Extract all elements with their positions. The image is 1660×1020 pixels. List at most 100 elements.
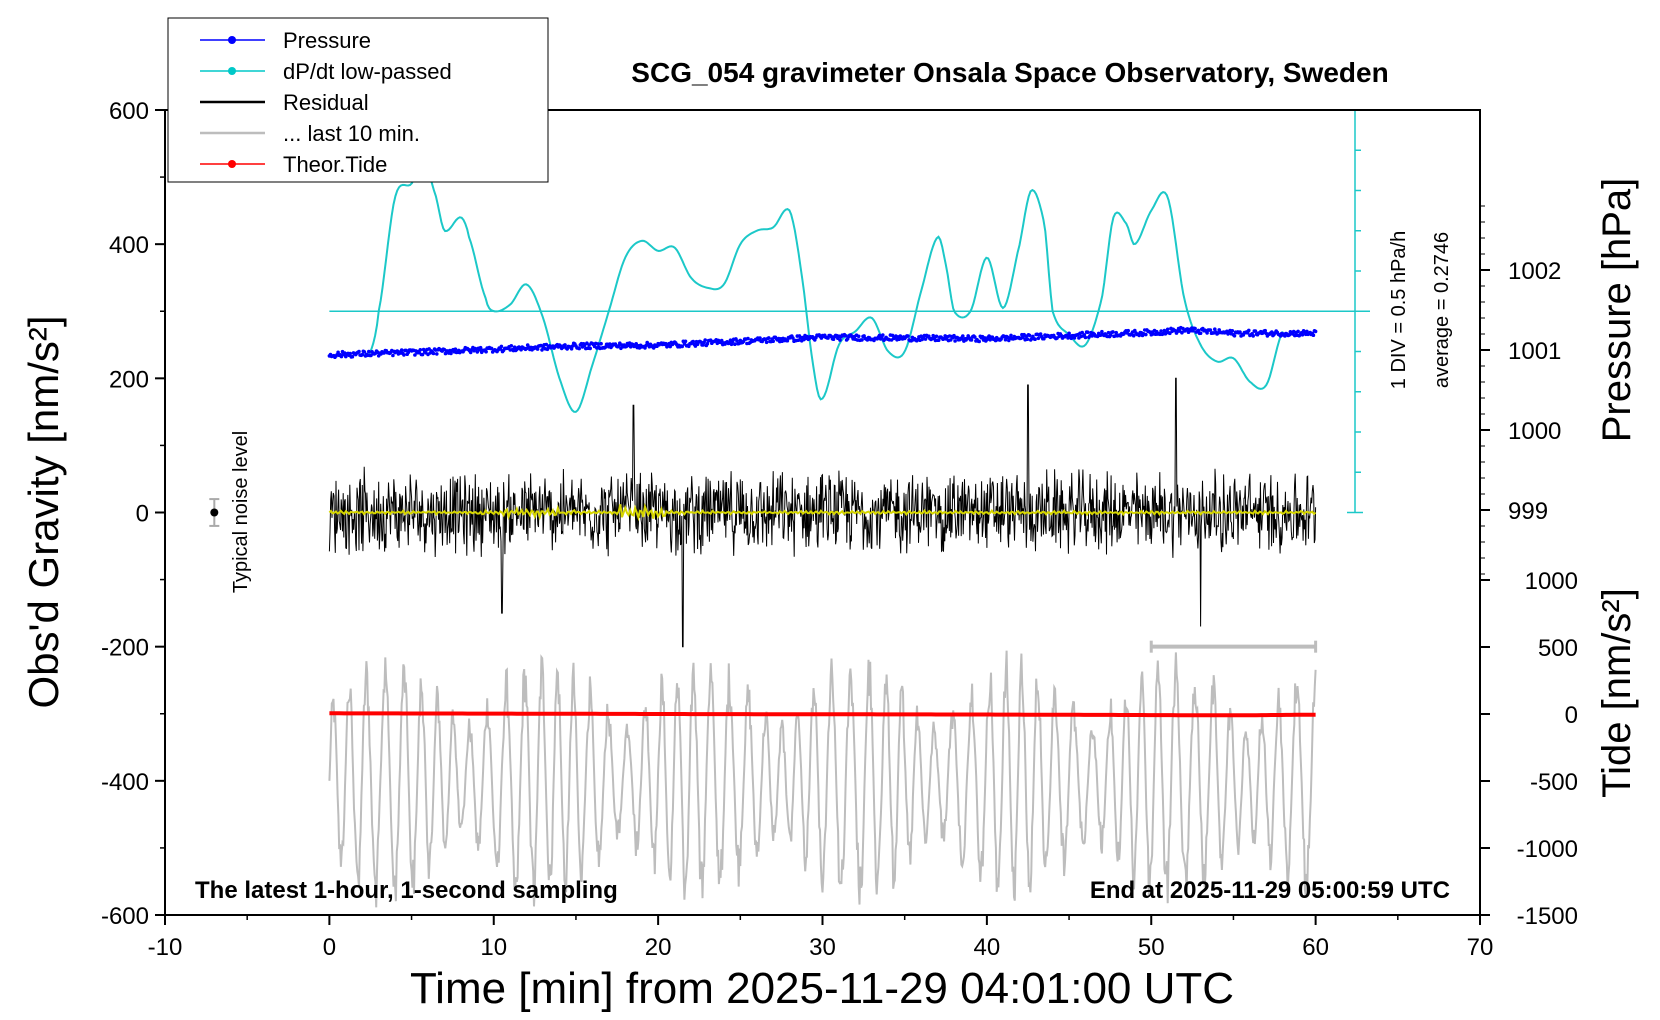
pressure-point	[1247, 328, 1251, 333]
pressure-point	[484, 349, 488, 354]
pressure-point	[791, 336, 795, 340]
pressure-tick-label: 1001	[1508, 338, 1561, 365]
pressure-point	[796, 338, 801, 343]
pressure-point	[535, 347, 540, 351]
pressure-point	[948, 338, 953, 342]
pressure-point	[1263, 328, 1267, 333]
pressure-point	[838, 338, 842, 342]
pressure-point	[1137, 333, 1141, 338]
pressure-point	[719, 338, 724, 343]
pressure-tick-label: 999	[1508, 498, 1548, 525]
pressure-point	[758, 336, 762, 340]
legend-items: Pressure dP/dt low-passed Residual ... last…	[200, 28, 452, 177]
pressure-point	[1106, 330, 1111, 335]
pressure-point	[1205, 331, 1209, 335]
pressure-point	[1311, 333, 1316, 338]
pressure-point	[453, 347, 458, 352]
pressure-point	[418, 348, 423, 352]
pressure-point	[509, 344, 514, 348]
pressure-point	[599, 341, 603, 346]
tide-tick-label: -1000	[1517, 836, 1578, 863]
y-tick-label: -200	[101, 635, 149, 662]
tide-tick-label: 0	[1565, 702, 1578, 729]
y-tick-label: 400	[109, 232, 149, 259]
pressure-point	[443, 351, 448, 356]
legend-label: Theor.Tide	[283, 152, 387, 177]
dpdt-average-label: average = 0.2746	[1431, 232, 1453, 388]
pressure-point	[1003, 337, 1008, 342]
pressure-point	[771, 339, 775, 344]
x-tick-label: 50	[1138, 934, 1165, 961]
pressure-point	[1196, 328, 1201, 333]
pressure-point	[1144, 332, 1148, 337]
pressure-axis-label: Pressure [hPa]	[1595, 178, 1639, 443]
pressure-point	[1230, 329, 1235, 333]
legend-label: Pressure	[283, 28, 371, 53]
pressure-point	[420, 352, 425, 357]
y-tick-label: 200	[109, 366, 149, 393]
pressure-point	[1313, 329, 1318, 334]
pressure-point	[569, 347, 574, 351]
pressure-point	[1025, 337, 1030, 342]
pressure-point	[923, 337, 928, 341]
tide-tick-label: 1000	[1525, 568, 1578, 595]
pressure-point	[449, 351, 453, 356]
legend-label: dP/dt low-passed	[283, 59, 452, 84]
pressure-point	[1270, 330, 1274, 334]
pressure-point	[1253, 329, 1258, 333]
pressure-point	[1126, 328, 1130, 333]
legend-swatch-marker	[228, 67, 236, 75]
x-tick-label: 30	[809, 934, 836, 961]
tide-tick-label: -500	[1530, 769, 1578, 796]
pressure-point	[1296, 329, 1300, 334]
pressure-point	[785, 338, 790, 343]
pressure-point	[367, 349, 371, 354]
x-tick-label: 0	[323, 934, 336, 961]
tide-tick-label: -1500	[1517, 903, 1578, 930]
pressure-point	[435, 352, 439, 356]
legend: Pressure dP/dt low-passed Residual ... last…	[167, 17, 549, 183]
noise-level-label: Typical noise level	[230, 431, 252, 593]
pressure-point	[336, 350, 340, 355]
y-tick-label: -600	[101, 903, 149, 930]
legend-label: ... last 10 min.	[283, 121, 420, 146]
pressure-point	[577, 346, 581, 351]
x-tick-label: 20	[645, 934, 672, 961]
pressure-point	[746, 336, 750, 341]
tide-axis-label: Tide [nm/s²]	[1595, 588, 1639, 798]
pressure-point	[703, 338, 707, 342]
pressure-point	[729, 342, 734, 347]
pressure-point	[1165, 327, 1170, 332]
pressure-point	[860, 338, 864, 342]
pressure-point	[1027, 333, 1032, 338]
pressure-point	[906, 334, 910, 338]
pressure-point	[360, 352, 365, 357]
pressure-tick-label: 1000	[1508, 418, 1561, 445]
series-dpdt-line	[362, 159, 1284, 413]
pressure-point	[856, 334, 861, 339]
x-tick-label: -10	[148, 934, 183, 961]
pressure-point	[1300, 333, 1305, 337]
pressure-point	[1114, 330, 1118, 335]
x-axis-label: Time [min] from 2025-11-29 04:01:00 UTC	[410, 964, 1234, 1013]
pressure-point	[1042, 336, 1046, 341]
pressure-point	[1131, 333, 1136, 338]
pressure-point	[478, 345, 483, 350]
pressure-point	[628, 345, 633, 349]
y-tick-label: 0	[136, 501, 149, 528]
series-last-10-min-line	[328, 650, 1317, 908]
pressure-point	[683, 339, 688, 344]
pressure-point	[1213, 327, 1217, 332]
x-tick-label: 10	[480, 934, 507, 961]
pressure-point	[399, 348, 404, 352]
pressure-point	[733, 342, 737, 347]
x-tick-label: 70	[1467, 934, 1494, 961]
pressure-point	[362, 350, 367, 354]
pressure-point	[959, 337, 964, 341]
pressure-tick-label: 1002	[1508, 258, 1561, 285]
pressure-point	[934, 334, 939, 339]
bottom-left-note: The latest 1-hour, 1-second sampling	[195, 877, 618, 904]
series-theor-tide-line	[329, 711, 1316, 718]
pressure-point	[1232, 334, 1237, 338]
